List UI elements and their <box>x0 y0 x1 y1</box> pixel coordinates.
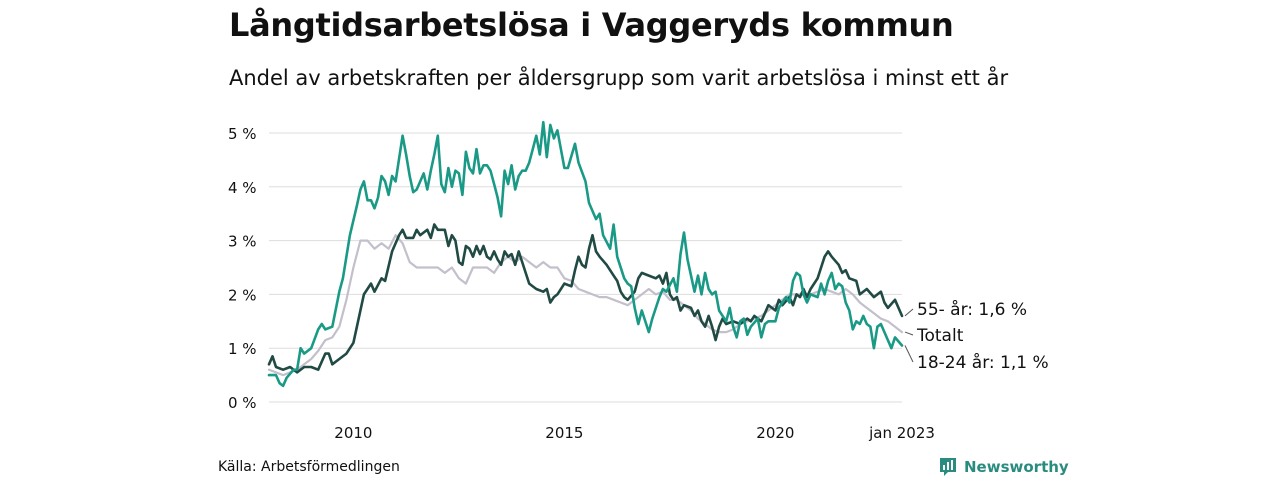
label-leader-senior <box>904 308 914 317</box>
label-leader-youth <box>904 345 914 363</box>
x-tick-label: jan 2023 <box>868 424 935 442</box>
x-tick-label: 2020 <box>756 424 794 442</box>
x-tick-label: 2015 <box>545 424 583 442</box>
chart-title: Långtidsarbetslösa i Vaggeryds kommun <box>229 6 954 44</box>
series-lines <box>267 120 904 388</box>
bar-chart-icon <box>940 458 956 476</box>
y-tick-label: 0 % <box>228 394 257 412</box>
end-labels: 55- år: 1,6 % Totalt 18-24 år: 1,1 % <box>904 299 1049 373</box>
series-line-youth <box>267 120 904 388</box>
end-label-total: Totalt <box>916 326 964 346</box>
chart-subtitle: Andel av arbetskraften per åldersgrupp s… <box>229 66 1009 90</box>
y-tick-label: 5 % <box>228 125 257 143</box>
end-label-youth: 18-24 år: 1,1 % <box>917 352 1049 373</box>
end-label-senior: 55- år: 1,6 % <box>917 299 1027 320</box>
y-tick-label: 2 % <box>228 286 257 304</box>
series-line-senior <box>267 223 904 374</box>
brand-name: Newsworthy <box>964 458 1069 476</box>
y-tick-label: 3 % <box>228 233 257 251</box>
y-tick-label: 1 % <box>228 340 257 358</box>
source-note: Källa: Arbetsförmedlingen <box>218 459 400 475</box>
label-leader-total <box>904 331 914 336</box>
series-line-total <box>267 234 904 377</box>
brand-logo: Newsworthy <box>938 456 1069 478</box>
x-tick-label: 2010 <box>334 424 372 442</box>
x-axis: 2010 2015 2020 jan 2023 <box>334 424 935 442</box>
y-tick-label: 4 % <box>228 179 257 197</box>
y-axis: 0 % 1 % 2 % 3 % 4 % 5 % <box>228 125 257 412</box>
